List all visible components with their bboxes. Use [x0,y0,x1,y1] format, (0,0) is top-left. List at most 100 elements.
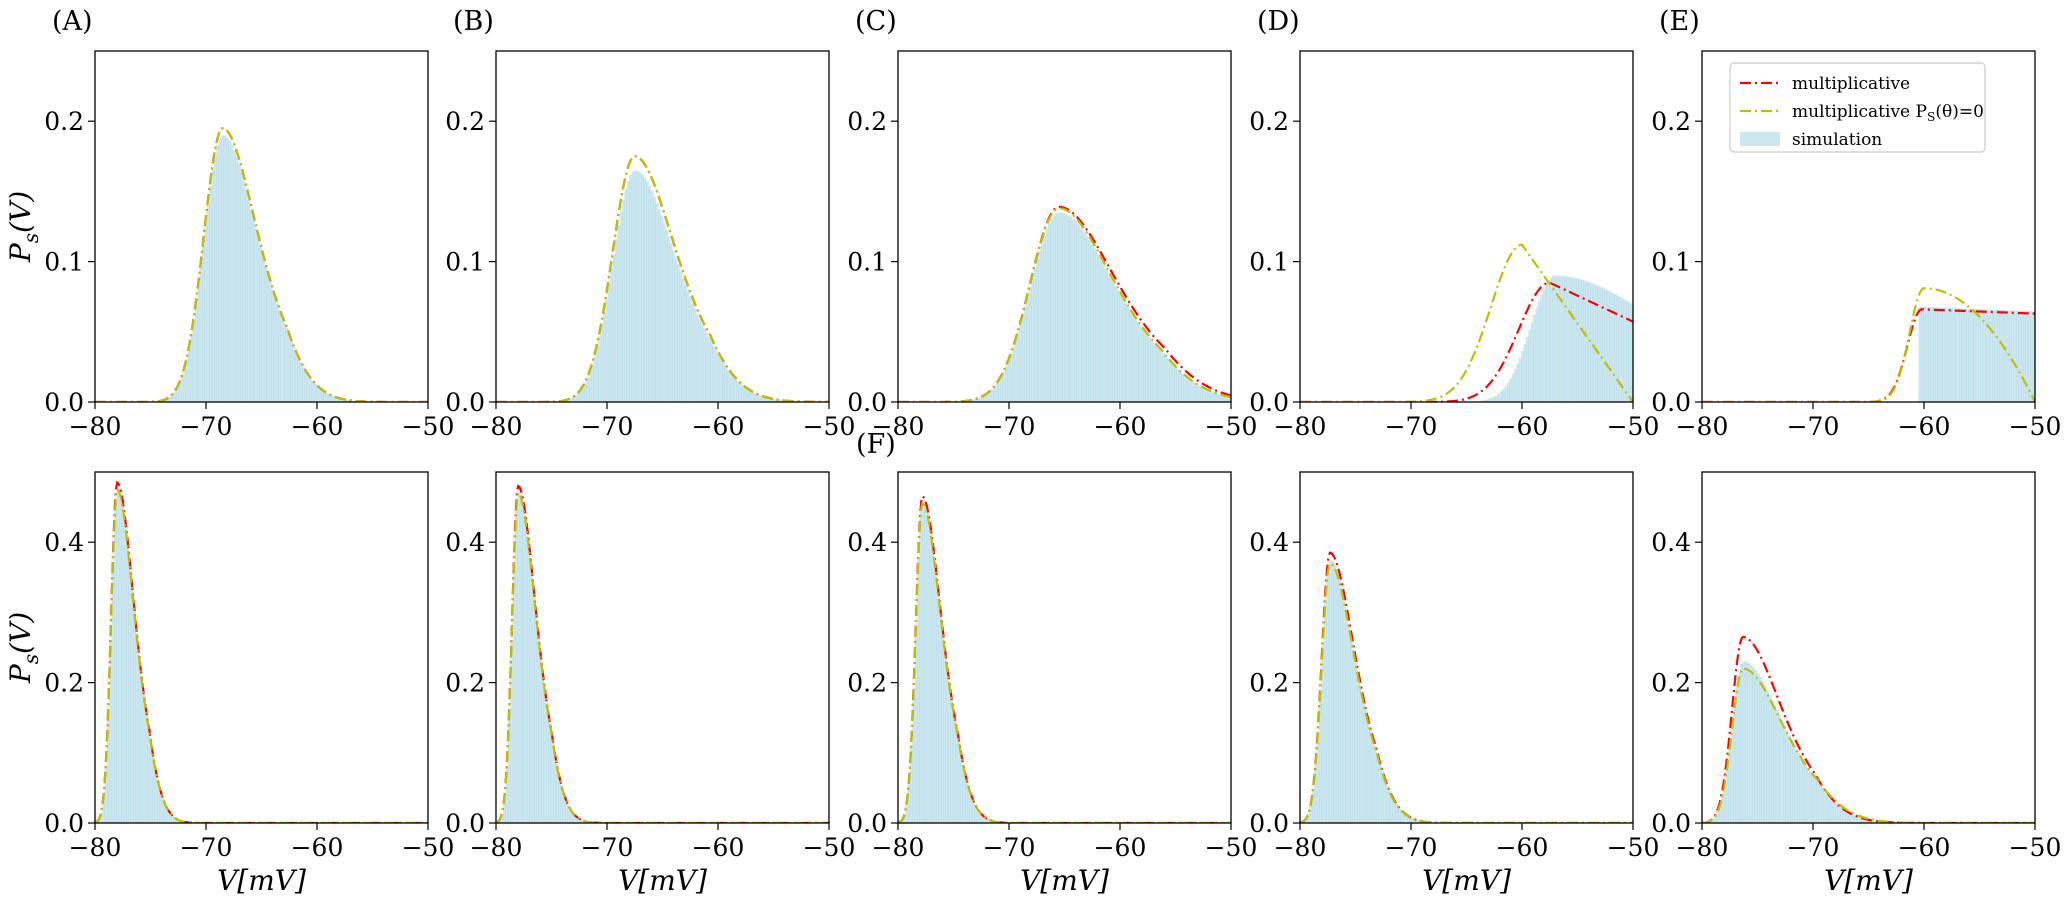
simulation-bar [1138,324,1142,402]
simulation-bar [1399,810,1403,823]
chart-panel-5: −80 −70 −60 −500.00.10.2(E)multiplicativemu… [1651,6,2061,441]
simulation-bar [332,396,336,402]
y-tick-label: 0.2 [44,107,84,136]
simulation-bar [771,399,775,402]
simulation-bar [1566,276,1570,402]
simulation-bar [1787,735,1791,823]
simulation-bar [1487,398,1491,402]
simulation-bar [1119,294,1123,402]
simulation-bar [287,334,291,402]
simulation-bar [733,378,737,402]
simulation-bar [1770,699,1774,823]
simulation-bar [990,389,994,402]
simulation-bar [591,364,595,402]
simulation-bar [971,799,975,823]
simulation-bar [726,370,730,402]
simulation-bar [729,373,733,402]
simulation-bar [111,561,115,823]
simulation-bar [1200,386,1204,402]
simulation-bar [1335,570,1339,823]
simulation-bar [931,543,935,823]
simulation-bar [1861,817,1865,823]
simulation-bar [534,606,538,823]
simulation-bar [266,273,270,402]
simulation-bar [161,798,165,823]
simulation-bar [681,278,685,402]
plot-area [1300,551,1633,823]
simulation-bar [610,269,614,402]
y-tick-label: 0.2 [847,107,887,136]
simulation-bar [1839,807,1843,823]
simulation-bar [2025,311,2029,402]
simulation-bar [1483,400,1487,402]
simulation-bar [1785,730,1789,823]
x-axis-label: V[mV] [618,864,707,897]
simulation-bar [1502,388,1506,402]
simulation-bar [347,400,351,402]
simulation-bar [1935,307,1939,402]
simulation-bar [1811,774,1815,823]
y-tick-label: 0.0 [445,809,485,838]
x-tick-label: −70 [1787,833,1840,862]
simulation-bar [1561,275,1565,402]
simulation-bar [1121,299,1125,402]
simulation-bar [313,383,317,402]
simulation-bar [1223,395,1227,402]
simulation-bar [223,135,227,402]
simulation-bar [235,157,239,402]
simulation-bar [1951,308,1955,402]
simulation-bar [1837,805,1841,823]
simulation-bar [507,713,511,823]
simulation-bar [1942,307,1946,402]
simulation-bar [99,813,103,823]
simulation-bar [2008,310,2012,402]
x-tick-label: −50 [1205,412,1258,441]
simulation-bar [218,138,222,402]
simulation-bar [545,706,549,823]
simulation-bar [750,391,754,402]
simulation-bar [1357,675,1361,823]
simulation-bar [1024,306,1028,402]
simulation-bar [114,503,118,823]
simulation-bar [1114,286,1118,402]
simulation-bar [712,346,716,402]
simulation-bar [1790,739,1793,823]
simulation-bar [1162,353,1165,402]
simulation-bar [1537,300,1541,402]
simulation-bar [175,819,179,823]
y-tick-label: 0.1 [445,248,485,277]
simulation-bar [1309,804,1313,823]
simulation-bar [524,519,528,823]
y-tick-label: 0.1 [1249,248,1289,277]
simulation-bar [1523,344,1527,402]
simulation-bar [652,196,656,402]
simulation-bar [1866,819,1870,823]
simulation-bar [660,215,664,402]
simulation-bar [166,398,170,402]
simulation-bar [1927,306,1931,402]
axes-frame [94,471,429,824]
simulation-bar [1954,308,1958,402]
simulation-bar [755,394,759,402]
simulation-bar [1961,308,1965,402]
simulation-bar [740,385,744,402]
simulation-bar [943,645,947,823]
simulation-bar [344,399,348,402]
y-tick-label: 0.2 [1651,669,1691,698]
simulation-bar [553,750,557,823]
simulation-bar [603,311,607,402]
y-tick-label: 0.0 [847,388,887,417]
simulation-bar [1135,321,1139,402]
simulation-bar [643,177,647,402]
simulation-bar [924,504,928,823]
simulation-bar [1594,285,1598,402]
simulation-bar [1844,810,1848,823]
simulation-bar [641,174,645,402]
simulation-bar [1083,233,1087,402]
simulation-bar [1388,790,1391,823]
y-tick-label: 0.0 [1249,809,1289,838]
simulation-bar [1778,715,1782,823]
chart-panel-10: −80 −70 −60 −50 0.0 0.2 0.4 V[mV] [1651,471,2061,897]
axes-frame [495,471,830,824]
simulation-bar [1937,307,1941,402]
